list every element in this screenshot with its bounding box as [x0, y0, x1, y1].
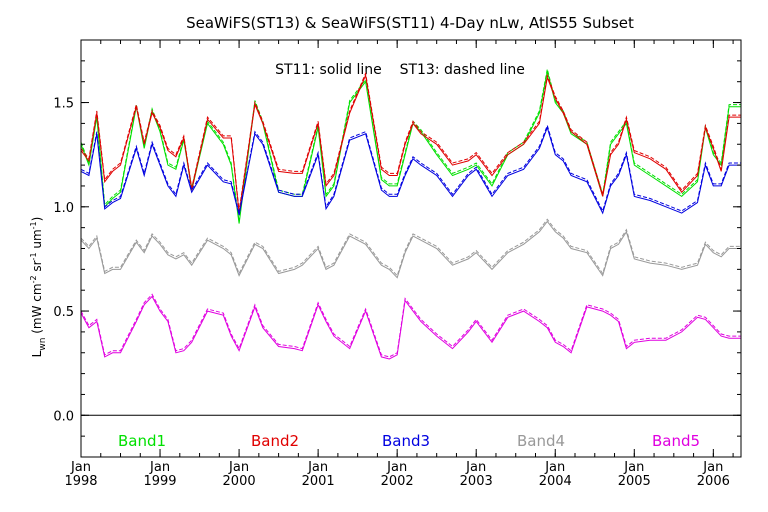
- series-band2-st13-dashed: [81, 71, 741, 212]
- series-band4-st11-solid: [81, 220, 741, 279]
- y-tick-label: 1.5: [53, 97, 74, 112]
- plot-frame: [80, 39, 742, 458]
- legend-band3: Band3: [382, 432, 430, 450]
- legend-band2: Band2: [251, 432, 299, 450]
- series-band4-st13-dashed: [81, 218, 741, 277]
- y-axis-label-units-open: (mW cm: [30, 283, 44, 337]
- x-tick-month-label: Jan: [465, 460, 486, 475]
- y-axis-label-exp1: -2: [29, 275, 38, 283]
- x-tick-month-label: Jan: [544, 460, 565, 475]
- series-band5-st11-solid: [81, 295, 741, 360]
- line-style-annotation: ST11: solid line ST13: dashed line: [275, 62, 525, 78]
- x-tick-month-label: Jan: [70, 460, 91, 475]
- y-axis-label-exp3: -1: [29, 221, 38, 229]
- series-band2-st11-solid: [81, 73, 741, 214]
- y-axis-label-exp2: -1: [29, 252, 38, 260]
- y-tick-label: 0.0: [53, 409, 74, 424]
- x-tick-year-label: 2005: [618, 474, 651, 489]
- legend-band4: Band4: [517, 432, 565, 450]
- series-band5-st13-dashed: [81, 293, 741, 358]
- x-tick-year-label: 1998: [64, 474, 97, 489]
- x-tick-month-label: Jan: [149, 460, 170, 475]
- legend: Band1 Band2 Band3 Band4 Band5: [118, 432, 700, 450]
- y-axis-label-units-mid1: sr: [30, 260, 44, 275]
- y-axis-label-main: L: [30, 350, 44, 357]
- legend-band1: Band1: [118, 432, 166, 450]
- x-tick-year-label: 2001: [302, 474, 335, 489]
- x-tick-year-label: 2004: [539, 474, 572, 489]
- x-tick-year-label: 2006: [697, 474, 730, 489]
- x-tick-month-label: Jan: [623, 460, 644, 475]
- legend-band5: Band5: [652, 432, 700, 450]
- axes: 0.00.51.01.5Jan1998Jan1999Jan2000Jan2001…: [53, 39, 742, 489]
- y-tick-label: 1.0: [53, 201, 74, 216]
- y-tick-label: 0.5: [53, 305, 74, 320]
- chart-title: SeaWiFS(ST13) & SeaWiFS(ST11) 4-Day nLw,…: [186, 14, 634, 32]
- x-tick-year-label: 2000: [223, 474, 256, 489]
- x-tick-month-label: Jan: [307, 460, 328, 475]
- y-axis-label: Lwn (mW cm-2 sr-1 um-1): [29, 217, 48, 358]
- y-axis-label-sub: wn: [38, 338, 48, 351]
- y-axis-label-units-mid2: um: [30, 229, 44, 252]
- series-band1-st11-solid: [81, 71, 741, 224]
- x-tick-month-label: Jan: [702, 460, 723, 475]
- x-tick-year-label: 1999: [143, 474, 176, 489]
- y-axis-label-units-close: ): [30, 217, 44, 222]
- x-tick-month-label: Jan: [386, 460, 407, 475]
- x-tick-year-label: 2002: [381, 474, 414, 489]
- series-band3-st11-solid: [81, 126, 741, 216]
- series-band3-st13-dashed: [81, 123, 741, 214]
- x-tick-month-label: Jan: [228, 460, 249, 475]
- plot-area: [81, 69, 741, 416]
- x-tick-year-label: 2003: [460, 474, 493, 489]
